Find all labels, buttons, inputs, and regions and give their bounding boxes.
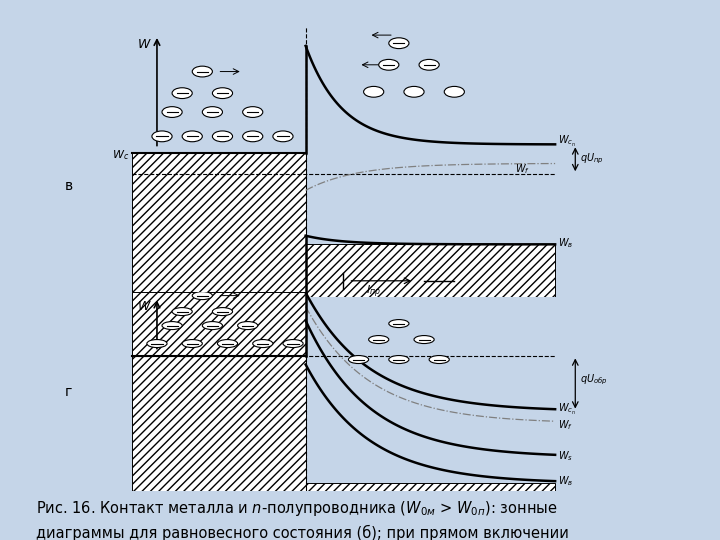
Text: $W_{c_n}$: $W_{c_n}$ <box>557 402 576 417</box>
Circle shape <box>202 106 222 117</box>
Text: $W_f$: $W_f$ <box>515 162 530 176</box>
Text: в: в <box>65 179 73 193</box>
Circle shape <box>202 321 222 329</box>
Bar <box>305 483 555 491</box>
Circle shape <box>429 355 449 363</box>
Text: Рис. 16. Контакт металла и $n$-полупроводника ($W_{0м}$ > $W_{0п}$): зонные
диаг: Рис. 16. Контакт металла и $n$-полупрово… <box>36 500 569 540</box>
Circle shape <box>253 340 273 348</box>
Text: $qU_{пр}$: $qU_{пр}$ <box>580 152 604 166</box>
Text: $W_в$: $W_в$ <box>557 475 573 488</box>
Circle shape <box>389 320 409 328</box>
Circle shape <box>419 59 439 70</box>
Circle shape <box>243 131 263 141</box>
Text: г: г <box>65 384 72 399</box>
Circle shape <box>212 308 233 315</box>
Text: $W$: $W$ <box>137 38 151 51</box>
Circle shape <box>182 340 202 348</box>
Circle shape <box>182 131 202 141</box>
Circle shape <box>404 86 424 97</box>
Circle shape <box>147 340 167 348</box>
Text: $W$: $W$ <box>137 300 151 313</box>
Circle shape <box>162 321 182 329</box>
Bar <box>132 152 305 297</box>
Circle shape <box>217 340 238 348</box>
Circle shape <box>283 340 303 348</box>
Text: $qU_{обр}$: $qU_{обр}$ <box>580 372 608 387</box>
Circle shape <box>369 335 389 343</box>
Circle shape <box>379 59 399 70</box>
Circle shape <box>389 355 409 363</box>
Circle shape <box>389 38 409 49</box>
Circle shape <box>414 335 434 343</box>
Text: $W_c$: $W_c$ <box>112 148 129 162</box>
Circle shape <box>348 355 369 363</box>
Circle shape <box>243 106 263 117</box>
Circle shape <box>212 87 233 98</box>
Circle shape <box>192 292 212 300</box>
Circle shape <box>238 321 258 329</box>
Circle shape <box>212 131 233 141</box>
Circle shape <box>172 87 192 98</box>
Circle shape <box>364 86 384 97</box>
Circle shape <box>162 106 182 117</box>
Circle shape <box>444 86 464 97</box>
Text: $W_f$: $W_f$ <box>557 418 572 433</box>
Text: $W_s$: $W_s$ <box>557 449 572 463</box>
Bar <box>305 244 555 297</box>
Text: $W_{c_n}$: $W_{c_n}$ <box>557 134 576 149</box>
Circle shape <box>192 66 212 77</box>
Text: $I_{пр}$: $I_{пр}$ <box>366 284 381 300</box>
Text: $W_в$: $W_в$ <box>557 236 573 250</box>
Circle shape <box>273 131 293 141</box>
Circle shape <box>152 131 172 141</box>
Circle shape <box>172 308 192 315</box>
Bar <box>132 292 305 491</box>
